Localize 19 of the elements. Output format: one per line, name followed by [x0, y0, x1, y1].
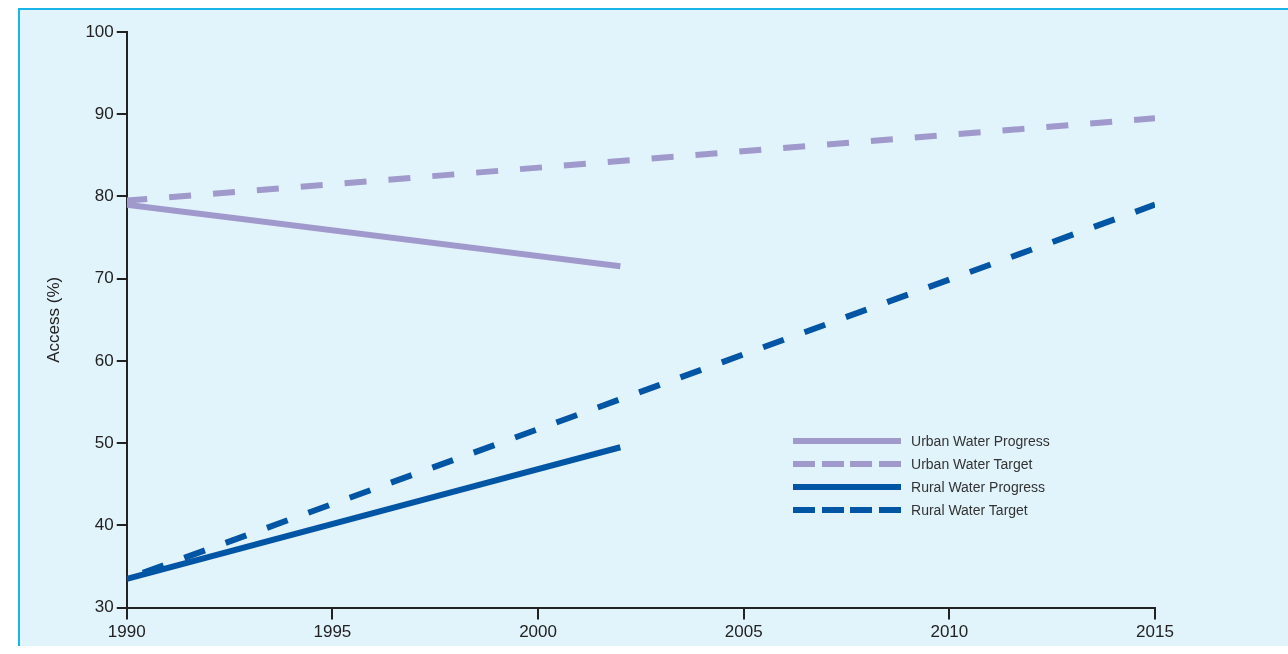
- x-tick-label: 1990: [107, 622, 146, 642]
- y-tick-label: 30: [94, 597, 114, 617]
- x-tick-label: 2015: [1136, 622, 1174, 642]
- legend-label: Urban Water Target: [911, 455, 1033, 472]
- y-tick-label: 40: [94, 515, 114, 535]
- y-tick-label: 100: [85, 21, 114, 41]
- y-tick-label: 60: [94, 350, 114, 370]
- y-tick-label: 50: [94, 432, 114, 452]
- x-tick-label: 2005: [724, 622, 763, 642]
- x-tick-label: 2010: [930, 622, 969, 642]
- legend-label: Urban Water Progress: [911, 432, 1050, 449]
- legend-label: Rural Water Target: [911, 501, 1028, 518]
- x-tick-label: 1995: [313, 622, 352, 642]
- y-tick-label: 90: [94, 103, 114, 123]
- x-tick-label: 2000: [519, 622, 557, 642]
- y-tick-label: 80: [94, 186, 114, 206]
- legend-label: Rural Water Progress: [911, 478, 1046, 495]
- y-axis-title: Access (%): [43, 276, 63, 363]
- y-tick-label: 70: [94, 268, 114, 288]
